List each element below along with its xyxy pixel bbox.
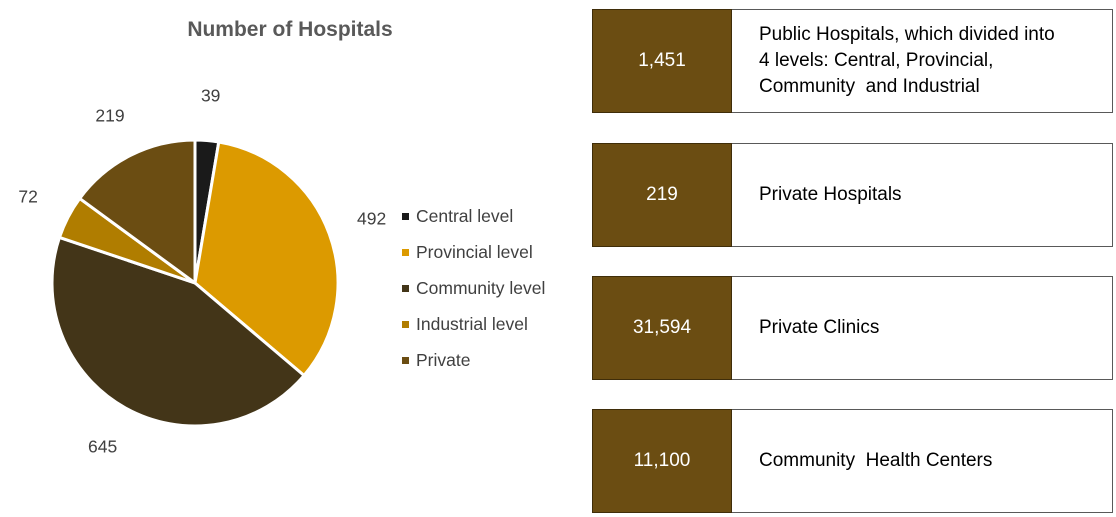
legend-item-private: Private: [402, 342, 545, 378]
legend-item-community: Community level: [402, 270, 545, 306]
pie-slice-community-level: [50, 235, 306, 428]
pie-slice-provincial-level: [193, 140, 340, 377]
legend-swatch: [402, 320, 409, 328]
legend-label: Industrial level: [416, 313, 528, 334]
data-label: 219: [95, 105, 124, 125]
legend-label: Community level: [416, 277, 546, 298]
pie-slice-private: [78, 138, 197, 285]
info-number: 31,594: [592, 276, 732, 380]
legend-swatch: [402, 284, 409, 292]
legend-swatch: [402, 356, 409, 364]
data-label: 492: [357, 209, 386, 229]
info-description: Private Hospitals: [732, 143, 1113, 247]
chart-title: Number of Hospitals: [187, 18, 393, 41]
legend-label: Private: [416, 349, 471, 370]
pie-chart: Number of Hospitals 39 492 645 72 219 Centra…: [18, 18, 545, 457]
info-description: Public Hospitals, which divided into 4 l…: [732, 9, 1113, 113]
legend-label: Central level: [416, 205, 514, 226]
info-number: 1,451: [592, 9, 732, 113]
chart-legend: Central level Provincial level Community…: [402, 198, 545, 378]
info-row-private-hospitals: 219 Private Hospitals: [592, 143, 1113, 247]
legend-item-central: Central level: [402, 198, 545, 234]
info-number: 11,100: [592, 409, 732, 513]
info-description: Private Clinics: [732, 276, 1113, 380]
data-label: 39: [201, 86, 220, 106]
legend-item-industrial: Industrial level: [402, 306, 545, 342]
info-row-private-clinics: 31,594 Private Clinics: [592, 276, 1113, 380]
data-label: 72: [18, 186, 37, 206]
info-description: Community Health Centers: [732, 409, 1113, 513]
info-number: 219: [592, 143, 732, 247]
legend-swatch: [402, 248, 409, 256]
legend-item-provincial: Provincial level: [402, 234, 545, 270]
info-row-public-hospitals: 1,451 Public Hospitals, which divided in…: [592, 9, 1113, 113]
data-label: 645: [88, 437, 117, 457]
info-row-community-health-centers: 11,100 Community Health Centers: [592, 409, 1113, 513]
pie-plot: 39 492 645 72 219: [18, 86, 386, 457]
legend-label: Provincial level: [416, 241, 533, 262]
legend-swatch: [402, 212, 409, 220]
